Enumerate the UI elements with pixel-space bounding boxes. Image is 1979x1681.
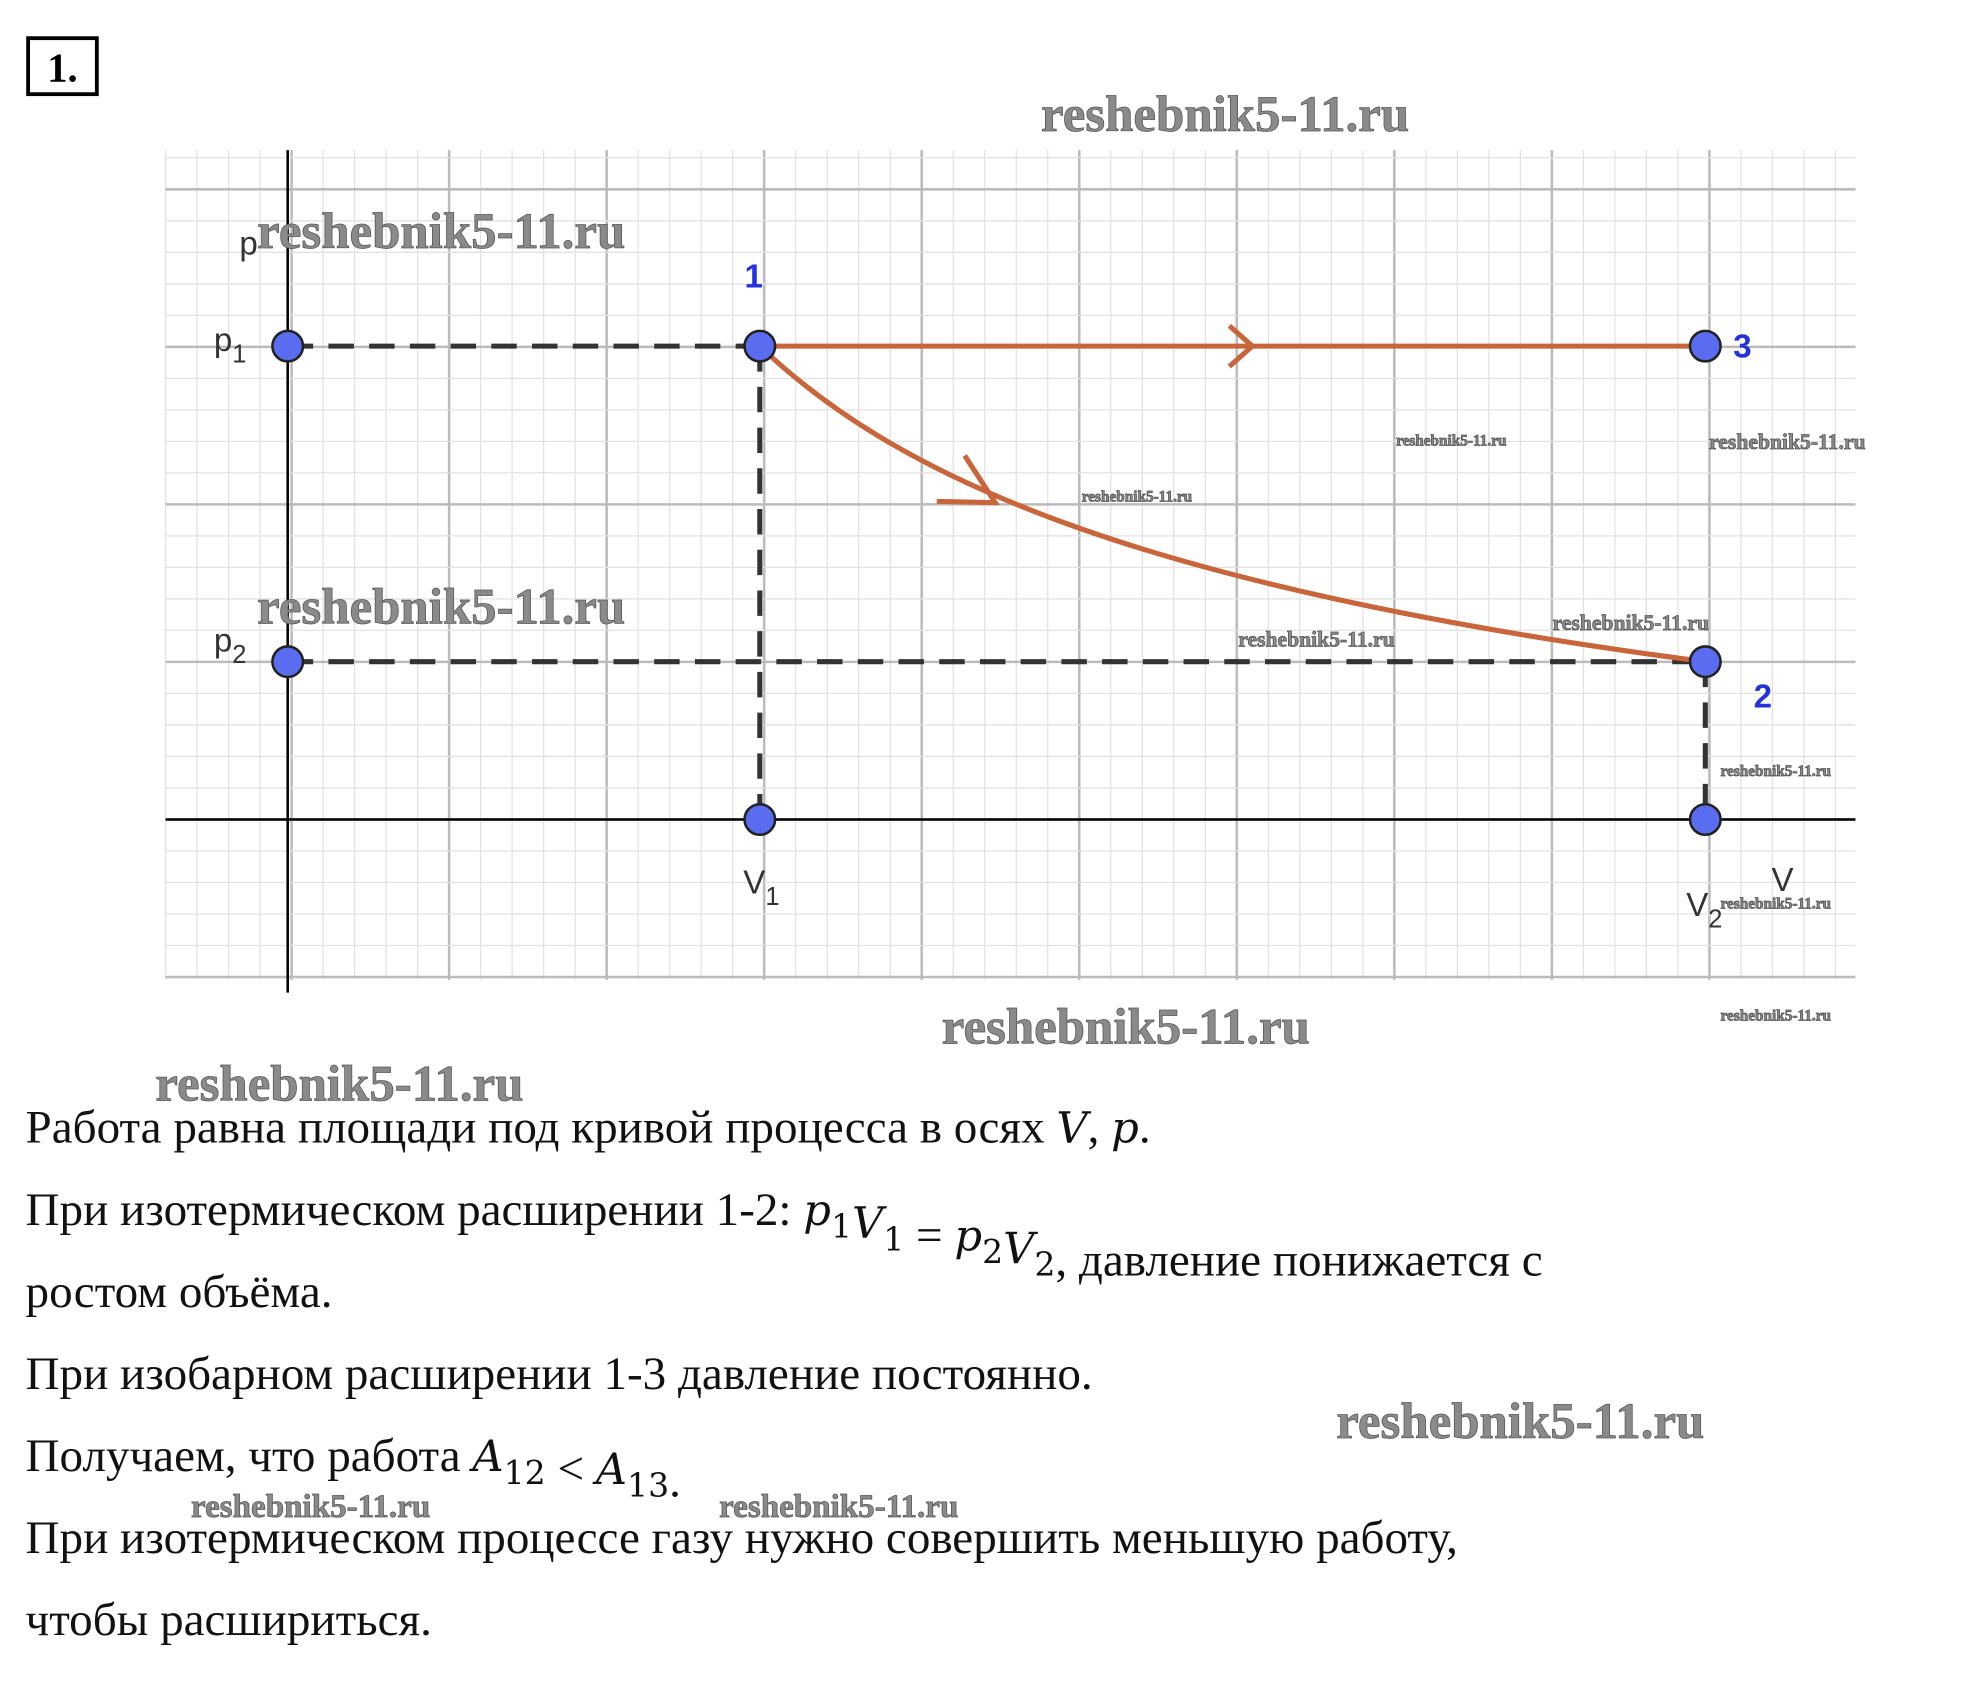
p-axis-label: p	[239, 226, 257, 263]
text-run: <	[546, 1443, 596, 1495]
math-var: p	[954, 1211, 982, 1261]
watermarks: reshebnik5-11.ru reshebnik5-11.ru reshebni…	[155, 87, 1866, 1526]
text-line: чтобы расшириться.	[26, 1594, 432, 1646]
watermark: reshebnik5-11.ru	[155, 1057, 523, 1113]
isotherm	[758, 344, 1706, 665]
text-line: При изотермическом процессе газу нужно с…	[26, 1512, 1458, 1564]
watermark: reshebnik5-11.ru	[1041, 87, 1409, 143]
text-run: чтобы расшириться.	[26, 1594, 432, 1646]
text-run: ,	[1088, 1102, 1112, 1154]
math-sub: 13	[627, 1465, 669, 1504]
text-run: , давление понижается с	[1055, 1235, 1542, 1287]
point	[743, 802, 777, 837]
label-sub: 1	[232, 341, 246, 369]
point-label: 1	[745, 259, 763, 296]
body-text: Работа равна площади под кривой процесса…	[26, 1102, 1543, 1646]
point-label: 2	[1754, 679, 1772, 716]
watermark: reshebnik5-11.ru	[191, 1489, 430, 1525]
math-var: p	[803, 1186, 831, 1236]
math-sub: 1	[883, 1219, 904, 1258]
point	[1688, 802, 1722, 837]
point	[1688, 645, 1722, 679]
text-run: При изобарном расширении 1-3 давление по…	[26, 1348, 1093, 1400]
watermark: reshebnik5-11.ru	[1238, 627, 1394, 651]
text-run: .	[669, 1455, 681, 1507]
axis-value-label: p2	[214, 623, 247, 669]
math-var: V	[852, 1199, 887, 1249]
point	[743, 329, 777, 363]
watermark: reshebnik5-11.ru	[1721, 896, 1832, 913]
math-var: A	[592, 1445, 627, 1495]
watermark: reshebnik5-11.ru	[1721, 1008, 1832, 1025]
label-sub: 1	[765, 883, 779, 911]
math-var: A	[468, 1432, 503, 1482]
watermark: reshebnik5-11.ru	[1082, 488, 1193, 505]
watermark: reshebnik5-11.ru	[1709, 430, 1865, 454]
point	[271, 645, 305, 679]
problem-number: 1.	[47, 45, 78, 90]
text-run: При изотермическом расширении 1-2:	[26, 1184, 804, 1236]
text-line: Работа равна площади под кривой процесса…	[26, 1102, 1151, 1154]
text-run: Получаем, что работа	[26, 1430, 473, 1482]
math-var: p	[1111, 1104, 1139, 1154]
text-run: .	[1139, 1102, 1151, 1154]
math-sub: 1	[831, 1207, 852, 1246]
math-var: V	[1003, 1224, 1038, 1274]
axis-value-label: V2	[1686, 887, 1722, 933]
math-sub: 2	[982, 1232, 1003, 1271]
math-sub: 12	[504, 1453, 546, 1492]
point	[1688, 329, 1722, 363]
text-line: При изотермическом расширении 1-2: p1V1 …	[26, 1184, 1543, 1287]
text-line: Получаем, что работа A12 < A13.	[26, 1430, 681, 1507]
text-line: При изобарном расширении 1-3 давление по…	[26, 1348, 1093, 1400]
number-box	[26, 36, 99, 97]
text-line: ростом объёма.	[26, 1266, 333, 1318]
watermark: reshebnik5-11.ru	[942, 999, 1310, 1055]
axis-value-label: p1	[214, 322, 247, 368]
label-main: V	[1686, 887, 1708, 924]
text-run: При изотермическом процессе газу нужно с…	[26, 1512, 1458, 1564]
text-run: =	[904, 1209, 954, 1261]
label-main: V	[743, 864, 765, 901]
label-main: p	[214, 623, 232, 660]
point-label: 3	[1733, 329, 1751, 366]
watermark: reshebnik5-11.ru	[1553, 611, 1709, 635]
watermark: reshebnik5-11.ru	[1721, 763, 1832, 780]
label-sub: 2	[232, 641, 246, 669]
grid	[164, 150, 1856, 980]
text-run: Работа равна площади под кривой процесса…	[26, 1102, 1057, 1154]
math-sub: 2	[1034, 1245, 1055, 1284]
point	[271, 329, 305, 363]
arrow-isotherm	[936, 454, 1000, 506]
label-main: p	[214, 322, 232, 359]
watermark: reshebnik5-11.ru	[1336, 1394, 1704, 1450]
v-axis-label: V	[1771, 862, 1793, 899]
watermark: reshebnik5-11.ru	[719, 1489, 958, 1525]
text-run: ростом объёма.	[26, 1266, 333, 1318]
watermark: reshebnik5-11.ru	[257, 580, 625, 636]
watermark: reshebnik5-11.ru	[257, 204, 625, 260]
watermark: reshebnik5-11.ru	[1396, 432, 1507, 449]
label-sub: 2	[1708, 906, 1722, 934]
math-var: V	[1056, 1104, 1091, 1154]
arrow-isobar	[1227, 323, 1257, 369]
axis-value-label: V1	[743, 864, 779, 910]
